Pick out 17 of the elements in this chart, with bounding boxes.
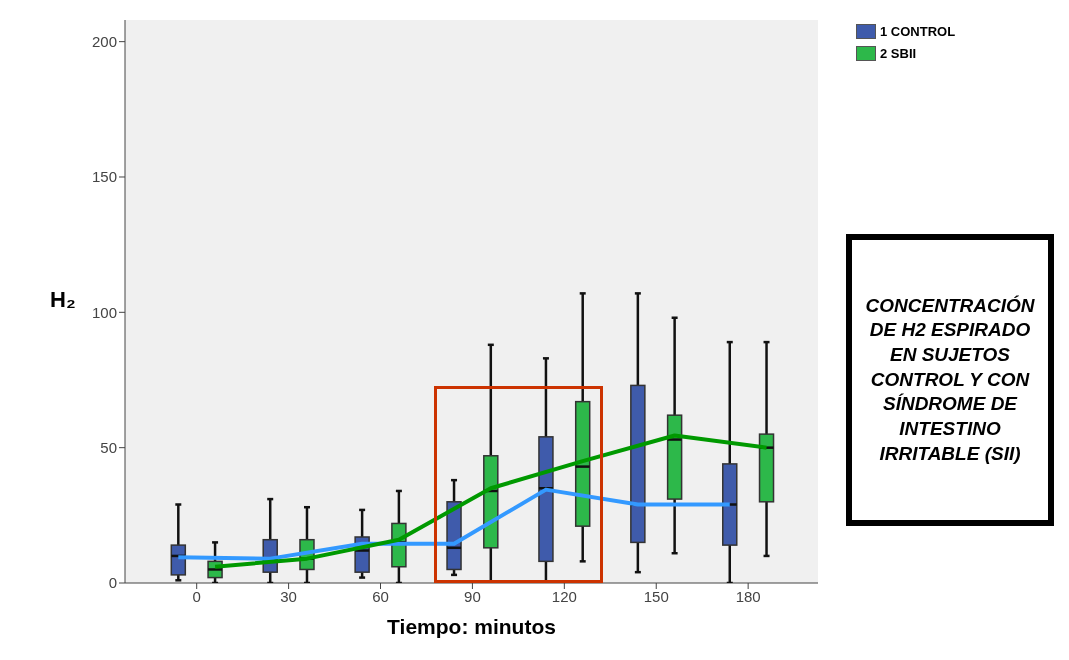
y-tick-label: 50 xyxy=(100,438,117,456)
y-tick-label: 200 xyxy=(91,32,117,50)
y-tick-label: 0 xyxy=(108,574,117,592)
y-tick-label: 150 xyxy=(91,168,117,186)
x-tick-label: 30 xyxy=(280,587,297,605)
x-tick-label: 90 xyxy=(464,587,481,605)
x-tick-label: 0 xyxy=(192,587,201,605)
y-tick-label: 100 xyxy=(91,303,117,321)
x-tick-label: 120 xyxy=(551,587,577,605)
legend-label: 1 CONTROL xyxy=(880,23,956,39)
x-axis-title: Tiempo: minutos xyxy=(387,615,556,638)
x-tick-label: 180 xyxy=(735,587,761,605)
y-axis-title: H₂ xyxy=(50,287,76,313)
text: CONCENTRACIÓN DE H2 ESPIRADO EN SUJETOS CONTROL Y CON SÍNDROME DE INTESTINO IRRITABLE (SII) xyxy=(864,293,1036,466)
x-tick-label: 60 xyxy=(372,587,389,605)
legend-label: 2 SBII xyxy=(880,45,917,61)
x-tick-label: 150 xyxy=(643,587,669,605)
